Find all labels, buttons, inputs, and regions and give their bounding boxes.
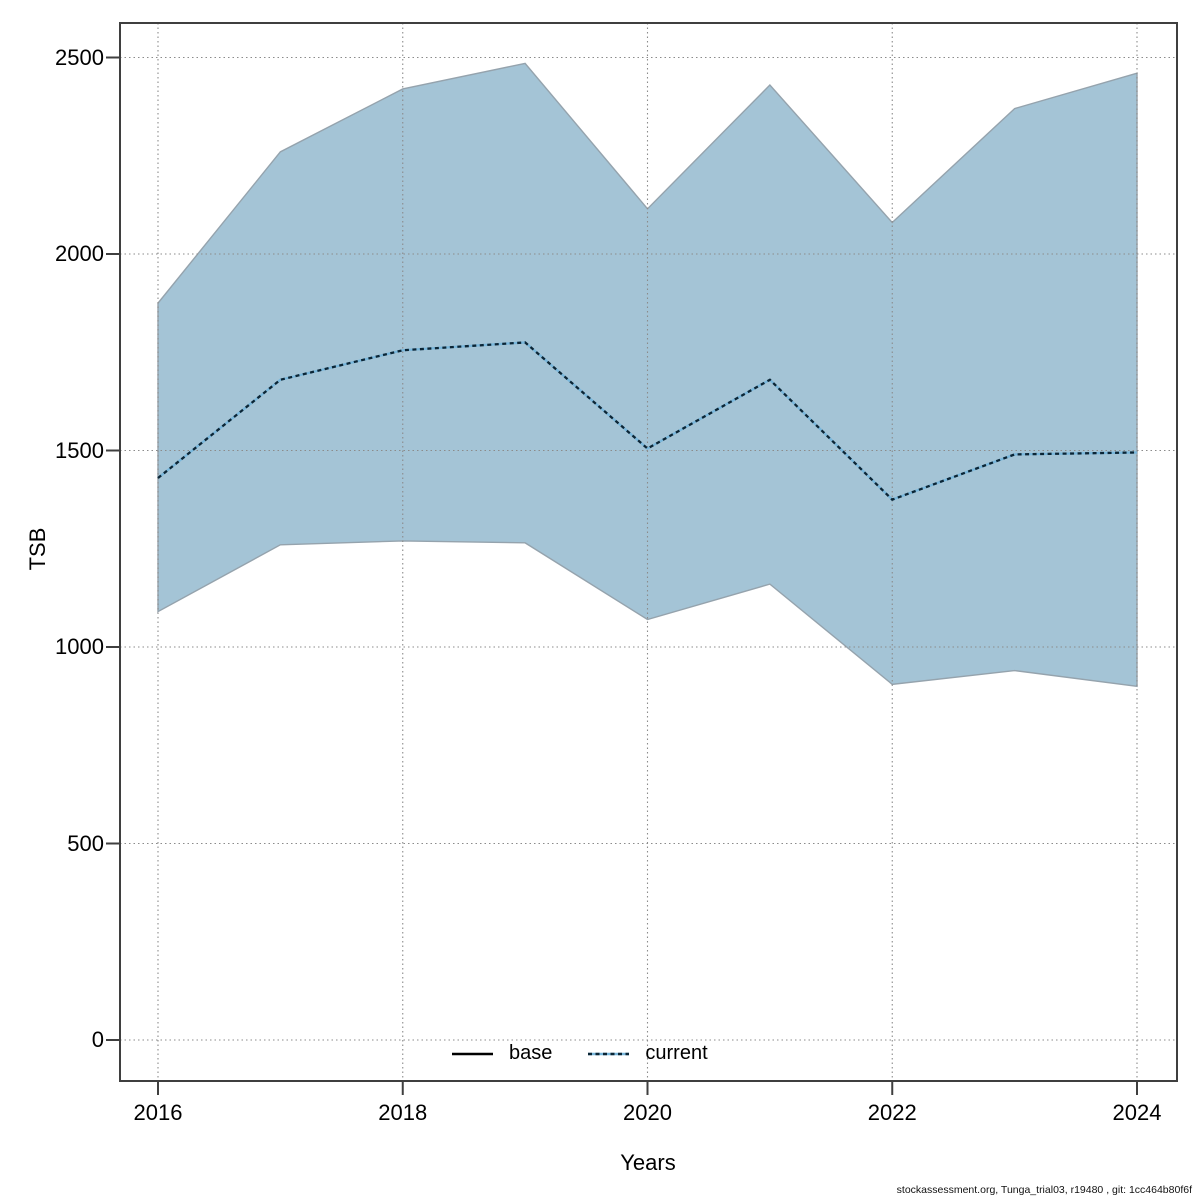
base-line-sample-icon xyxy=(452,1051,493,1057)
x-tick-label: 2016 xyxy=(133,1100,183,1125)
y-tick-label: 0 xyxy=(91,1027,104,1052)
x-axis-title: Years xyxy=(620,1150,676,1175)
y-tick-label: 2500 xyxy=(55,44,104,70)
current-dotted-line-sample-icon xyxy=(588,1051,630,1057)
current-line-dotted xyxy=(157,341,1138,501)
legend-label-current: current xyxy=(645,1042,708,1064)
chart-legend: base current xyxy=(452,1042,708,1065)
footer-attribution: stockassessment.org, Tunga_trial03, r194… xyxy=(896,1184,1192,1196)
legend-item-current: current xyxy=(588,1042,708,1065)
y-tick-label: 500 xyxy=(67,830,104,856)
x-tick-label: 2024 xyxy=(1112,1100,1162,1125)
y-tick-label: 1500 xyxy=(55,437,104,463)
x-tick-label: 2020 xyxy=(623,1100,672,1125)
x-tick-label: 2018 xyxy=(378,1100,428,1125)
legend-item-base: base xyxy=(452,1042,552,1065)
y-axis-title: TSB xyxy=(25,527,50,571)
y-tick-label: 2000 xyxy=(55,241,104,266)
x-tick-label: 2022 xyxy=(867,1100,917,1125)
legend-label-base: base xyxy=(509,1042,553,1064)
y-tick-label: 1000 xyxy=(55,634,104,659)
